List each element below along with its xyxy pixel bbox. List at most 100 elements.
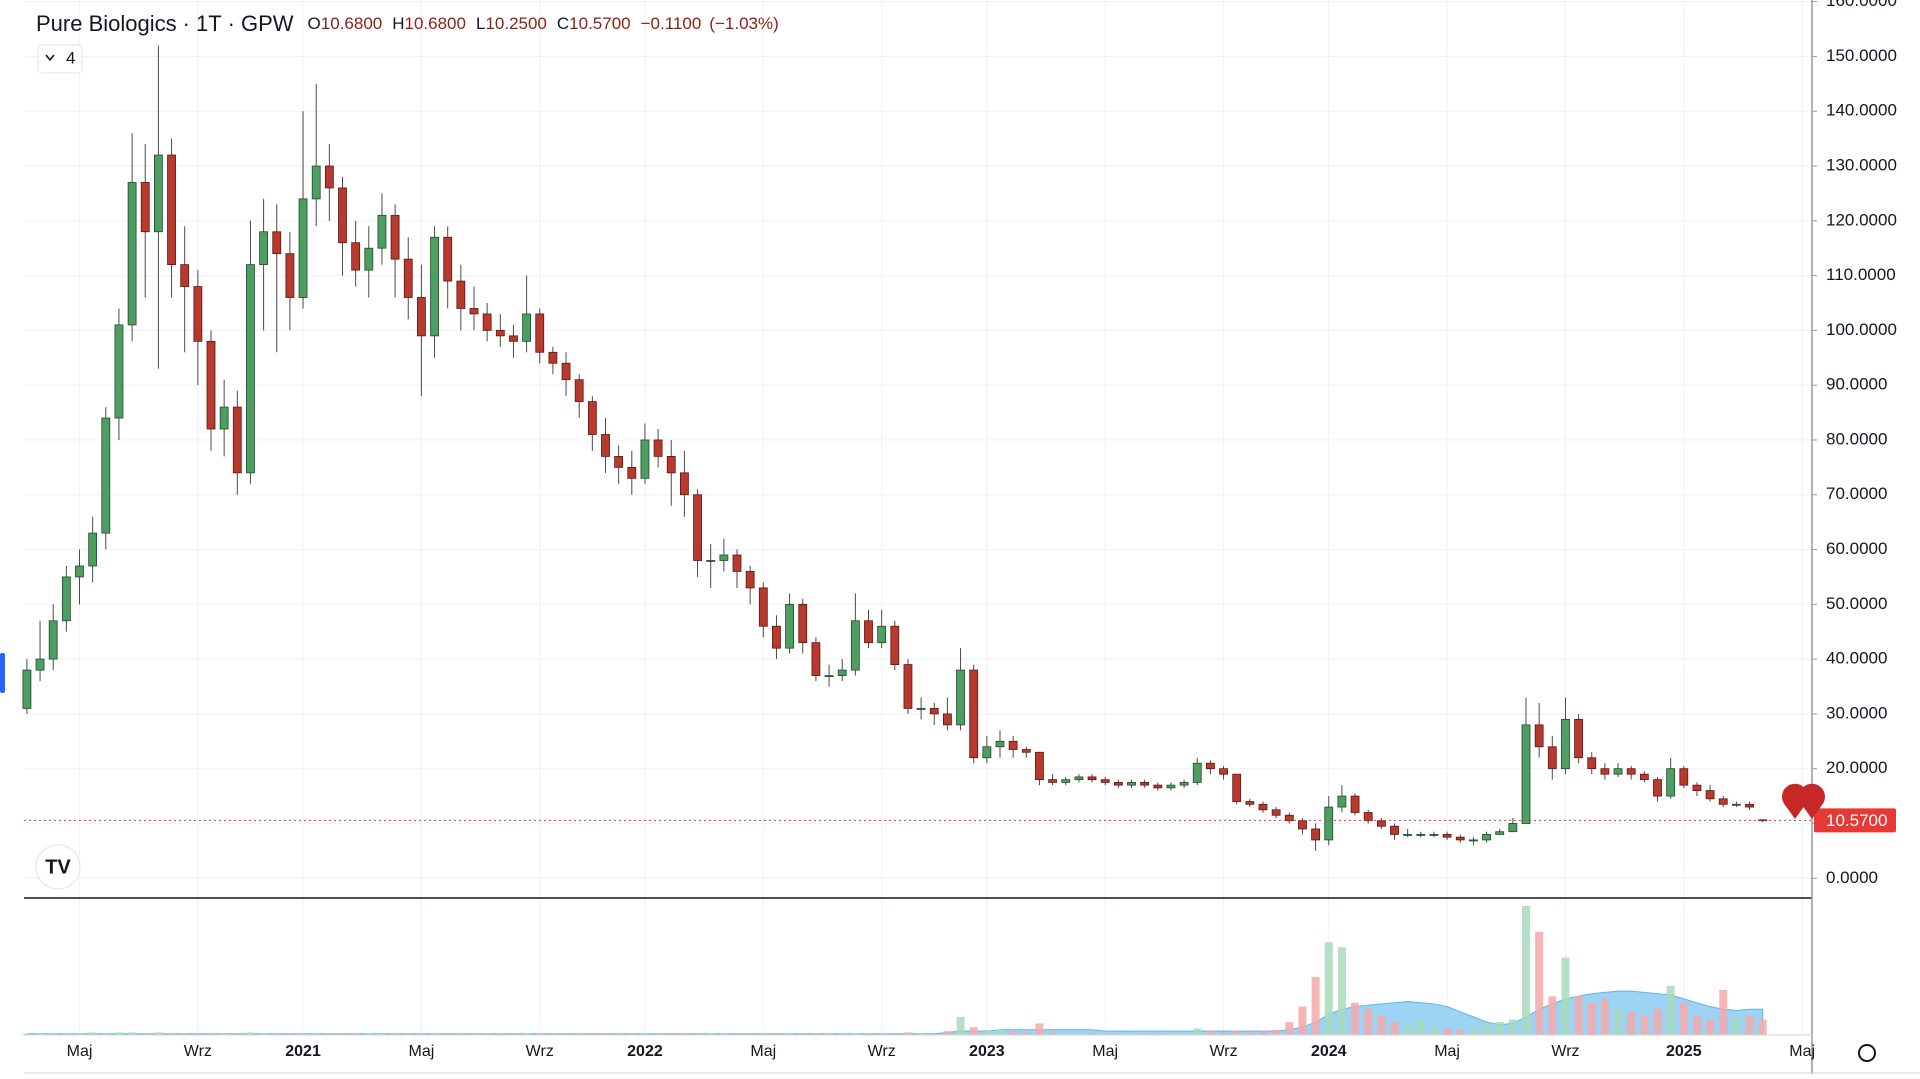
candle-body [259,231,269,266]
candle-body [167,154,176,266]
volume-bar [1679,1002,1688,1035]
candle-body [338,187,347,244]
y-tick-label: 30.0000 [1826,703,1887,722]
legend-value: 10.5700 [569,14,630,33]
volume-bar [943,1031,952,1035]
candle-body [324,165,334,189]
candle-body [1508,823,1518,833]
volume-bar [1600,998,1609,1035]
volume-bar [1443,1028,1452,1035]
candle-body [430,236,439,337]
volume-bar [654,1033,663,1035]
candle-body [1732,803,1741,806]
x-tick-label: Maj [1092,1043,1118,1060]
candle-body [745,571,755,589]
volume-bar [1114,1033,1123,1035]
candle-body [1166,784,1176,789]
volume-bar [207,1033,215,1035]
volume-bar [1088,1033,1097,1035]
candle-body [614,455,624,468]
candle-body [1521,724,1531,824]
candle-body [1376,820,1386,827]
candle-body [1390,825,1399,835]
x-tick-label: 2021 [285,1043,321,1060]
volume-bar [154,1032,163,1035]
candle-body [1113,781,1123,786]
event-marker[interactable] [1799,783,1825,819]
candle-body [1271,809,1281,816]
y-tick-label: 0.0000 [1826,868,1878,887]
y-tick-label: 110.0000 [1826,265,1896,284]
volume-bar [1666,985,1675,1035]
event-markers[interactable] [1782,783,1825,819]
volume-bar [391,1033,400,1035]
volume-bar [496,1033,505,1035]
candle-body [706,560,716,562]
volume-bar [443,1033,452,1035]
volume-bar [377,1033,386,1035]
candle-body [1600,768,1610,775]
volume-bar [1153,1033,1162,1035]
volume-bar [246,1032,255,1035]
volume-bar [1522,906,1530,1035]
candles [22,45,1812,851]
volume-bar [772,1033,781,1035]
volume-bar [404,1033,413,1035]
candle-body [1087,776,1097,781]
volume-bar [299,1033,308,1035]
candle-body [101,417,111,534]
symbol: Pure Biologics [36,11,177,36]
volume-bar [785,1033,794,1035]
candle-body [1074,776,1084,781]
logo[interactable] [35,844,81,890]
candle-body [929,708,939,715]
volume-bar [193,1033,202,1035]
legend-value: 10.6800 [405,14,466,33]
side-tab[interactable] [0,653,5,693]
volume-bar [969,1027,978,1035]
candle-body [1008,740,1018,750]
volume-bar [1706,1019,1715,1035]
candle-body [1403,834,1413,836]
volume-bar [1535,931,1544,1035]
settings-icon[interactable] [1858,1044,1876,1062]
volume-bar [1219,1032,1228,1035]
candle-body [1626,768,1636,775]
y-tick-label: 90.0000 [1826,375,1887,394]
volume-bar [811,1033,820,1035]
candle-body [1705,790,1715,800]
volume-bar [640,1033,649,1035]
candle-body [1561,718,1570,770]
indicators-toggle[interactable] [37,44,83,74]
candle-body [193,286,203,342]
x-tick-label: Maj [67,1043,93,1060]
volume-bar [601,1033,610,1035]
candle-body [1718,798,1728,805]
candle-body [377,214,387,249]
volume-bar [1272,1029,1281,1035]
candle-body [232,406,242,474]
volume-bar [1495,1022,1504,1035]
candle-body [1048,779,1057,783]
volume-bar [1574,996,1583,1035]
x-tick-label: Wrz [1209,1043,1237,1060]
volume-bar [1101,1033,1110,1035]
volume-bar [312,1033,321,1035]
labels: 0.000010.000020.000030.000040.000050.000… [67,0,1897,1060]
candle-body [1547,746,1557,770]
candle-body [1469,839,1478,842]
volume-bar [877,1033,886,1035]
x-tick-label: 2025 [1666,1043,1702,1060]
candle-body [772,625,781,649]
candle-body [693,494,702,561]
candle-body [390,214,400,260]
legend-value: 10.6800 [321,14,382,33]
candle-body [666,455,676,474]
volume-bar [838,1033,847,1035]
candle-body [601,434,610,457]
volume-bar [1048,1032,1057,1035]
volume-bar [1561,957,1570,1035]
candle-body [219,406,229,430]
volume-bar [1074,1033,1083,1035]
